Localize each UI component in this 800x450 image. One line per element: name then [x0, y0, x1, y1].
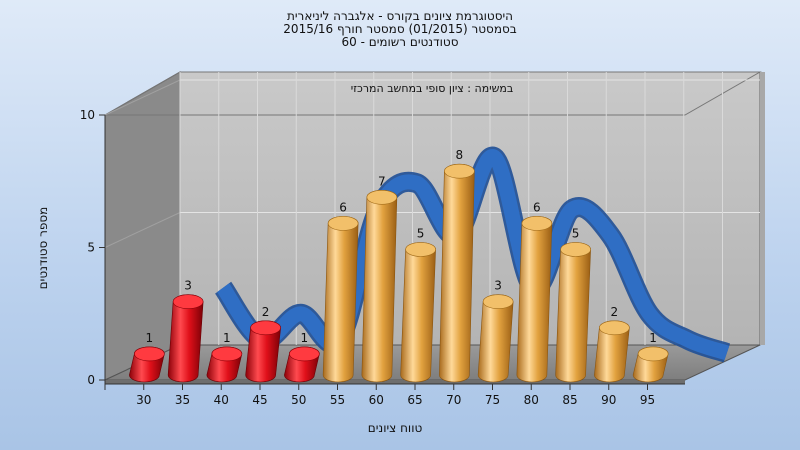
x-tick-label: 80 — [524, 393, 539, 407]
bar-top-70 — [444, 163, 475, 179]
bar-85 — [555, 242, 591, 383]
bar-top-75 — [482, 294, 514, 309]
y-axis-title: מספר סטודנטים — [36, 207, 50, 290]
data-label-45: 2 — [262, 305, 270, 319]
left-wall — [104, 71, 181, 381]
curve-ribbon — [216, 149, 730, 361]
bar-top-65 — [405, 242, 436, 257]
x-tick-label: 45 — [252, 393, 267, 407]
x-axis-title: טווח ציונים — [368, 421, 423, 435]
bar-top-55 — [327, 216, 359, 231]
bar-top-95 — [637, 346, 669, 362]
data-label-65: 5 — [417, 226, 425, 240]
data-label-95: 1 — [649, 331, 657, 345]
data-label-70: 8 — [456, 148, 464, 162]
x-tick-label: 90 — [601, 393, 616, 407]
grid-line-left — [104, 212, 181, 248]
bar-top-85 — [560, 242, 591, 257]
x-tick-label: 75 — [485, 393, 500, 407]
title-line-2: בסמסטר (01/2015) סמסטר חורף 2015/16 — [283, 22, 517, 36]
bar-top-50 — [289, 346, 320, 362]
x-tick-label: 30 — [136, 393, 151, 407]
data-label-50: 1 — [301, 331, 309, 345]
bar-top-45 — [250, 320, 281, 336]
chart-title: היסטוגרמת ציונים בקורס - אלגברה ליניארית… — [0, 10, 800, 49]
data-label-60: 7 — [378, 174, 386, 188]
bar-top-60 — [366, 189, 398, 205]
title-line-3: סטודנטים רשומים - 60 — [341, 35, 459, 49]
distribution-curve — [214, 146, 731, 363]
bar-55 — [322, 216, 359, 383]
x-tick-label: 55 — [330, 393, 345, 407]
right-bevel — [760, 72, 765, 345]
x-tick-label: 65 — [407, 393, 422, 407]
x-tick-label: 95 — [640, 393, 655, 407]
x-tick-label: 70 — [446, 393, 461, 407]
bars — [129, 163, 669, 383]
bar-top-30 — [134, 346, 165, 362]
bar-top-90 — [599, 320, 630, 336]
data-label-30: 1 — [146, 331, 154, 345]
y-tick-label: 5 — [87, 241, 95, 255]
bar-80 — [516, 216, 553, 383]
data-label-85: 5 — [572, 226, 580, 240]
x-tick-label: 35 — [175, 393, 190, 407]
bar-top-40 — [211, 346, 243, 362]
title-line-1: היסטוגרמת ציונים בקורס - אלגברה ליניארית — [286, 9, 514, 23]
bar-top-35 — [172, 294, 204, 309]
data-labels: 1 3 1 2 1 6 7 5 8 3 6 5 2 1 — [146, 148, 657, 345]
x-tick-label: 40 — [214, 393, 229, 407]
grid-line-left — [104, 79, 181, 116]
data-label-80: 6 — [533, 200, 541, 214]
data-label-35: 3 — [184, 279, 192, 293]
y-tick-label: 10 — [80, 108, 95, 122]
x-tick-label: 50 — [291, 393, 306, 407]
data-label-90: 2 — [611, 305, 619, 319]
y-tick-label: 0 — [87, 373, 95, 387]
data-label-40: 1 — [223, 331, 231, 345]
data-label-55: 6 — [339, 200, 347, 214]
bar-65 — [400, 242, 436, 383]
data-label-75: 3 — [494, 279, 502, 293]
y-axis-ticks: 0 5 10 — [80, 108, 105, 387]
bar-70 — [439, 163, 475, 383]
x-axis-ticks: 30 35 40 45 50 55 60 65 70 75 80 85 90 95 — [104, 384, 655, 407]
bar-top-80 — [521, 216, 553, 231]
chart-annotation: במשימה : ציון סופי במחשב המרכזי — [351, 82, 514, 95]
bar-60 — [361, 190, 398, 383]
x-tick-label: 60 — [369, 393, 384, 407]
x-tick-label: 85 — [562, 393, 577, 407]
